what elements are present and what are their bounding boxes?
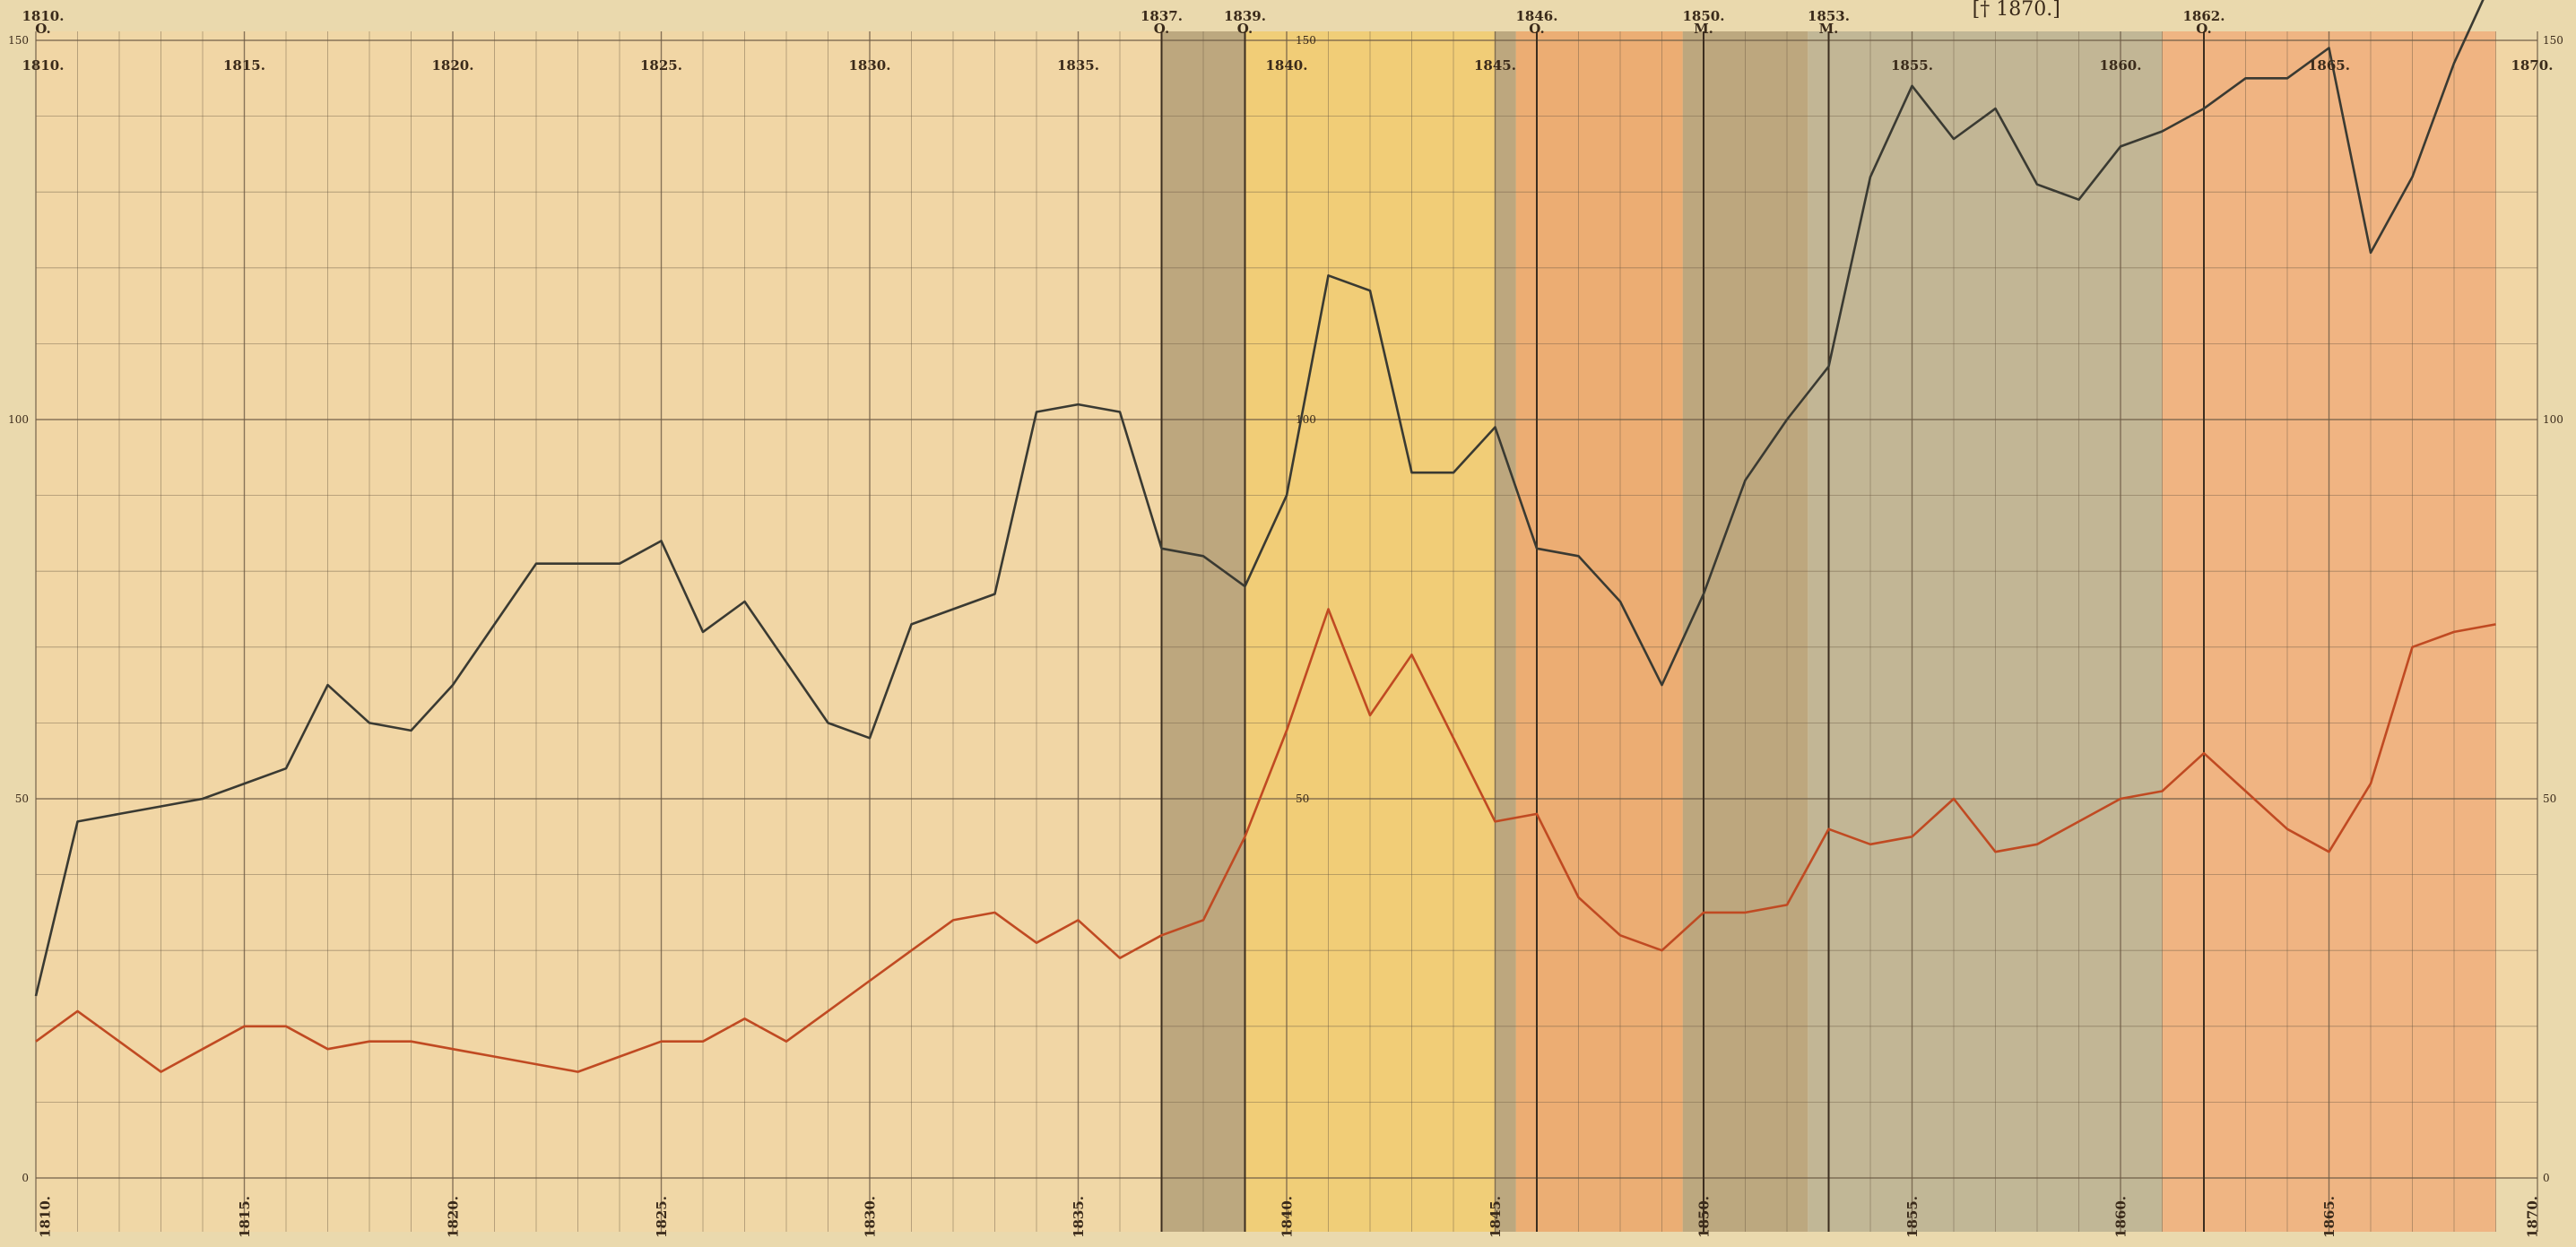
x-tick-bottom: 1870. <box>2524 1196 2540 1238</box>
x-tick-bottom: 1845. <box>1487 1196 1504 1238</box>
x-tick-top: 1815. <box>223 57 265 74</box>
x-tick-top: 1835. <box>1057 57 1099 74</box>
y-tick-left: 50 <box>15 792 29 805</box>
period-band <box>1496 31 1516 1232</box>
x-tick-top: 1825. <box>640 57 682 74</box>
annotation-mark: O. <box>1529 21 1544 37</box>
x-tick-top: 1820. <box>432 57 474 74</box>
y-tick-right: 150 <box>2543 34 2563 47</box>
period-band <box>2371 31 2496 1232</box>
period-band <box>36 31 1162 1232</box>
x-tick-top: 1840. <box>1266 57 1308 74</box>
x-tick-bottom: 1830. <box>862 1196 878 1238</box>
x-tick-top: 1855. <box>1891 57 1933 74</box>
x-tick-top: 1870. <box>2511 57 2554 74</box>
x-tick-bottom: 1825. <box>654 1196 670 1238</box>
annotation-mark: O. <box>2196 21 2211 37</box>
period-band <box>2163 31 2372 1232</box>
y-tick-mid: 100 <box>1296 413 1316 426</box>
x-tick-top: 1845. <box>1474 57 1516 74</box>
annotation-mark: O. <box>35 21 50 37</box>
annotation-mark: M. <box>1819 21 1839 37</box>
x-tick-bottom: 1865. <box>2321 1196 2337 1238</box>
x-tick-bottom: 1855. <box>1904 1196 1921 1238</box>
x-tick-bottom: 1810. <box>37 1196 53 1238</box>
period-band <box>1808 31 2162 1232</box>
note-label: [† 1870.] <box>1973 0 2060 21</box>
y-tick-right: 50 <box>2543 792 2556 805</box>
x-tick-bottom: 1850. <box>1696 1196 1712 1238</box>
annotation-mark: M. <box>1694 21 1713 37</box>
x-tick-bottom: 1815. <box>237 1196 253 1238</box>
period-band <box>1516 31 1683 1232</box>
x-tick-top: 1830. <box>849 57 891 74</box>
grid <box>36 31 2537 1232</box>
x-tick-bottom: 1820. <box>445 1196 461 1238</box>
y-tick-right: 0 <box>2543 1172 2550 1184</box>
y-tick-left: 100 <box>8 413 29 426</box>
x-tick-top: 1860. <box>2100 57 2142 74</box>
y-tick-mid: 150 <box>1296 34 1316 47</box>
y-tick-left: 150 <box>8 34 29 47</box>
x-tick-top: 1865. <box>2308 57 2350 74</box>
y-tick-mid: 50 <box>1296 792 1309 805</box>
x-tick-bottom: 1840. <box>1279 1196 1295 1238</box>
x-tick-top: 1810. <box>22 57 65 74</box>
annotation-mark: O. <box>1154 21 1169 37</box>
annotation-mark: O. <box>1237 21 1253 37</box>
x-tick-bottom: 1860. <box>2112 1196 2129 1238</box>
y-tick-left: 0 <box>22 1172 29 1184</box>
y-tick-right: 100 <box>2543 413 2563 426</box>
x-tick-bottom: 1835. <box>1071 1196 1087 1238</box>
